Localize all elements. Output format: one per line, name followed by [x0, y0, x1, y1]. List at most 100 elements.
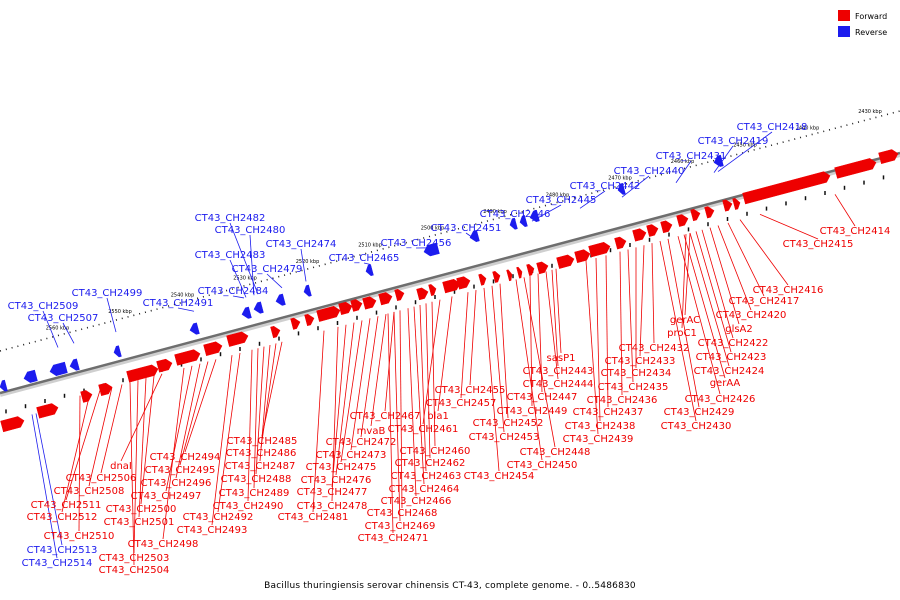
gene-label: CT43_CH2460	[400, 446, 471, 457]
gene-label: sasP1	[547, 353, 576, 364]
leader-line	[717, 225, 752, 311]
map-caption: Bacillus thuringiensis serovar chinensis…	[264, 581, 636, 591]
gene-label: CT43_CH2434	[601, 368, 672, 379]
leader-line	[184, 359, 217, 453]
forward-gene-arrow	[660, 220, 673, 234]
gene-label: CT43_CH2446	[480, 209, 551, 220]
leader-line	[229, 259, 247, 298]
forward-gene-arrow	[290, 317, 301, 330]
gene-label: CT43_CH2429	[664, 407, 735, 418]
leader-line	[384, 311, 395, 412]
leader-line	[739, 219, 789, 286]
gene-label: CT43_CH2435	[598, 382, 669, 393]
gene-label: CT43_CH2481	[278, 512, 349, 523]
scale-tick-label: 2550 kbp	[108, 309, 132, 315]
gene-label: CT43_CH2510	[44, 531, 115, 542]
gene-label: CT43_CH2469	[365, 521, 436, 532]
forward-gene-arrow	[203, 341, 223, 356]
scale-tick-label: 2520 kbp	[296, 259, 320, 265]
reverse-gene-arrow	[49, 361, 68, 376]
leader-line	[695, 231, 732, 353]
forward-gene-arrow	[442, 279, 461, 294]
scale-tick-label: 2430 kbp	[858, 109, 882, 115]
forward-gene-arrow	[704, 206, 715, 219]
leader-line	[483, 287, 500, 472]
gene-label: CT43_CH2420	[716, 310, 787, 321]
leader-line	[106, 297, 117, 333]
scale-tick-label: 2460 kbp	[671, 159, 695, 165]
gene-label: CT43_CH2418	[737, 122, 808, 133]
leader-line	[701, 229, 734, 339]
gene-label: CT43_CH2498	[128, 539, 199, 550]
leader-line	[431, 301, 436, 447]
leader-line	[399, 310, 403, 509]
gene-label: CT43_CH2454	[464, 471, 535, 482]
leader-line	[331, 326, 339, 502]
leader-line	[42, 310, 59, 348]
forward-gene-arrow	[304, 313, 315, 327]
scale-tick-label: 2490 kbp	[483, 209, 507, 215]
reverse-gene-arrow	[189, 322, 200, 335]
gene-label: CT43_CH2496	[141, 478, 212, 489]
gene-label: CT43_CH2494	[150, 452, 221, 463]
gene-label: CT43_CH2452	[473, 418, 544, 429]
gene-label: CT43_CH2497	[131, 491, 202, 502]
gene-label: CT43_CH2514	[22, 558, 93, 569]
gene-label: CT43_CH2423	[696, 352, 767, 363]
scale-tick-label: 2530 kbp	[233, 276, 257, 282]
reverse-gene-arrow	[713, 154, 724, 167]
reverse-gene-arrow	[275, 293, 286, 306]
scale-tick-label: 2560 kbp	[46, 326, 70, 332]
gene-label: CT43_CH2482	[195, 213, 266, 224]
leader-line	[259, 344, 271, 462]
leader-line	[62, 322, 75, 344]
reverse-gene-arrow	[0, 379, 8, 392]
gene-label: CT43_CH2417	[729, 296, 800, 307]
reverse-gene-arrow	[365, 264, 374, 277]
gene-label: CT43_CH2426	[685, 394, 756, 405]
reverse-gene-arrow	[529, 209, 540, 222]
gene-label: CT43_CH2478	[297, 501, 368, 512]
leader-line	[78, 395, 81, 532]
leader-line	[65, 390, 101, 501]
leader-line	[140, 375, 155, 505]
leader-line	[531, 204, 562, 222]
gene-label: CT43_CH2511	[31, 500, 102, 511]
leader-line	[513, 218, 516, 226]
gene-label: CT43_CH2483	[195, 250, 266, 261]
forward-gene-arrow	[270, 326, 281, 339]
leader-line	[370, 314, 387, 427]
leader-line	[387, 313, 394, 534]
gene-label: CT43_CH2447	[507, 392, 578, 403]
leader-line	[255, 346, 265, 475]
leader-line	[425, 303, 431, 459]
leader-line	[35, 413, 63, 546]
forward-gene-arrow	[226, 331, 249, 347]
gene-label: mvaB	[357, 426, 386, 437]
forward-gene-arrow	[362, 296, 377, 310]
leader-line	[61, 392, 91, 513]
forward-gene-arrow	[536, 261, 549, 275]
gene-label: CT43_CH2489	[219, 488, 290, 499]
forward-gene-arrow	[416, 287, 429, 301]
gene-label: CT43_CH2490	[213, 501, 284, 512]
forward-gene-arrow	[394, 288, 405, 302]
gene-label: CT43_CH2455	[435, 385, 506, 396]
leader-line	[31, 414, 58, 559]
gene-label: CT43_CH2466	[381, 496, 452, 507]
leader-line	[579, 190, 606, 209]
gene-label: CT43_CH2432	[619, 343, 690, 354]
gene-label: CT43_CH2438	[565, 421, 636, 432]
forward-gene-arrow	[506, 269, 513, 282]
gene-label: CT43_CH2509	[8, 301, 79, 312]
leader-line	[177, 307, 195, 312]
leader-line	[419, 304, 427, 472]
legend-reverse-label: Reverse	[855, 28, 887, 37]
gene-label: CT43_CH2422	[698, 338, 769, 349]
forward-gene-arrow	[80, 390, 93, 403]
leader-line	[120, 373, 163, 462]
forward-gene-arrow	[492, 271, 501, 283]
gene-label: CT43_CH2488	[221, 474, 292, 485]
scale-tick-label: 2540 kbp	[171, 292, 195, 298]
leader-line	[709, 227, 740, 325]
